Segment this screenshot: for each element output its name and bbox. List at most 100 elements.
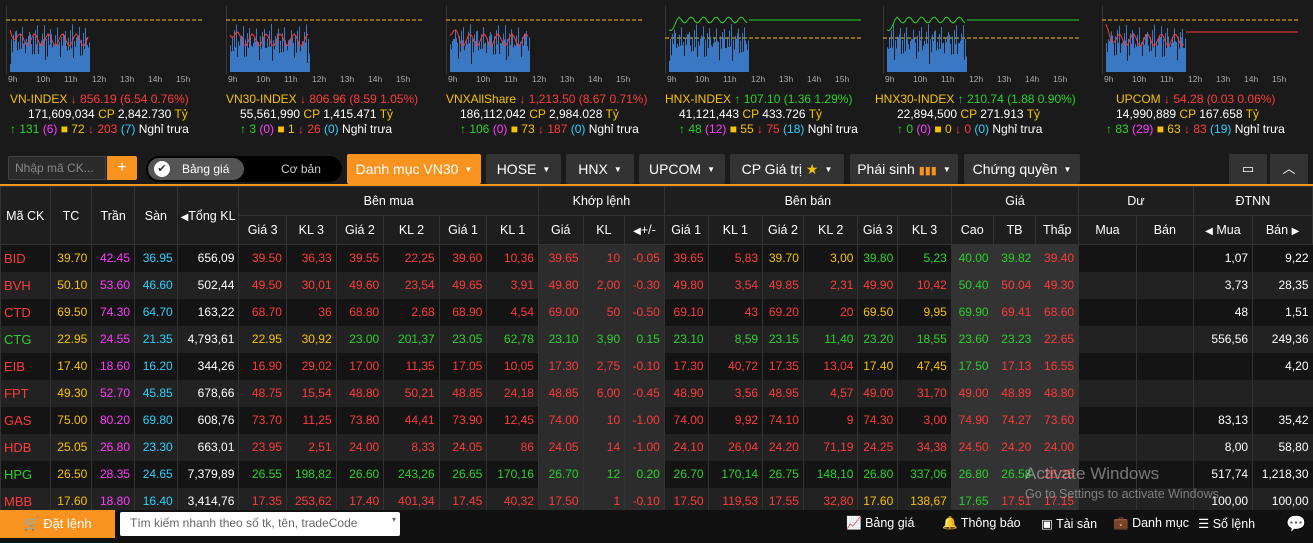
sell-vol-1: 3,56 xyxy=(707,379,763,407)
header-sell-p1[interactable]: Giá 1 xyxy=(663,215,709,245)
floor-cell: 16.20 xyxy=(134,352,178,380)
table-row[interactable]: CTG 22.95 24.55 21.35 4,793,61 22.95 30,92 23.0… xyxy=(0,325,1313,353)
sell-vol-3: 10,42 xyxy=(897,271,952,299)
header-symbol[interactable]: Mã CK xyxy=(0,186,51,245)
header-buy-p1[interactable]: Giá 1 xyxy=(438,215,488,245)
symbol-cell[interactable]: HDB xyxy=(0,433,51,461)
index-value: ↓ 54.28 (0.03 0.06%) xyxy=(1164,92,1276,106)
header-sell-v3[interactable]: KL 3 xyxy=(897,215,952,245)
header-sell-p2[interactable]: Giá 2 xyxy=(762,215,804,245)
match-vol: 10 xyxy=(582,406,625,434)
tab-hnx[interactable]: HNX ▼ xyxy=(566,154,634,184)
header-low[interactable]: Thấp xyxy=(1035,215,1080,245)
tab-hose[interactable]: HOSE ▼ xyxy=(486,154,561,184)
buy-vol-1: 24,18 xyxy=(486,379,539,407)
time-tick: 15h xyxy=(1053,74,1068,84)
floor-cell: 36.95 xyxy=(134,244,178,272)
header-match-change[interactable]: ◀+/- xyxy=(624,215,665,245)
table-row[interactable]: BID 39.70 42.45 36.95 656,09 39.50 36,33 39.55 2… xyxy=(0,244,1313,272)
header-res-sell[interactable]: Bán xyxy=(1135,215,1194,245)
tab-vn30[interactable]: Danh mục VN30 ▼ xyxy=(347,154,481,184)
toggle-basic[interactable]: Cơ bản xyxy=(281,162,321,176)
foreign-sell: 1,218,30 xyxy=(1252,460,1313,488)
header-match-price[interactable]: Giá xyxy=(537,215,584,245)
total-vol-cell: 3,414,76 xyxy=(176,487,239,515)
buy-vol-2: 201,37 xyxy=(383,325,440,353)
header-sell-v1[interactable]: KL 1 xyxy=(707,215,764,245)
symbol-cell[interactable]: GAS xyxy=(0,406,51,434)
tab-phai-sinh[interactable]: Phái sinh ▮▮▮ ▼ xyxy=(850,154,958,184)
symbol-cell[interactable]: CTD xyxy=(0,298,51,326)
header-res-buy[interactable]: Mua xyxy=(1078,215,1137,245)
tab-cp-gia-tri[interactable]: CP Giá trị ★ ▼ xyxy=(730,154,844,184)
tab-label: Chứng quyền xyxy=(972,161,1058,177)
match-change: -0.10 xyxy=(624,352,665,380)
header-avg[interactable]: TB xyxy=(992,215,1037,245)
tab-upcom[interactable]: UPCOM ▼ xyxy=(639,154,725,184)
nav-order-book[interactable]: ☰ Sổ lệnh xyxy=(1198,516,1255,531)
add-symbol-button[interactable]: + xyxy=(107,156,137,180)
group-buy: Bên mua xyxy=(238,186,539,216)
match-vol: 2,00 xyxy=(582,271,625,299)
unit-label: Tỷ xyxy=(174,107,188,121)
tab-chung-quyen[interactable]: Chứng quyền ▼ xyxy=(964,154,1080,184)
header-sell-v2[interactable]: KL 2 xyxy=(802,215,859,245)
quick-search-input[interactable]: Tìm kiếm nhanh theo số tk, tên, tradeCod… xyxy=(120,512,400,536)
table-row[interactable]: CTD 69.50 74.30 64.70 163,22 68.70 36 68.80 2,68… xyxy=(0,298,1313,326)
header-ceil[interactable]: Trần xyxy=(91,186,136,245)
header-total-vol[interactable]: ◀Tổng KL xyxy=(176,186,240,245)
header-floor[interactable]: Sàn xyxy=(134,186,178,245)
nav-notifications[interactable]: 🔔 Thông báo xyxy=(942,516,1021,531)
header-sell-p3[interactable]: Giá 3 xyxy=(857,215,899,245)
index-panel[interactable]: 9h 10h 11h 12h 13h 14h 15h UPCOM ↓ 54.28 (0.03 … xyxy=(1096,0,1308,145)
index-panel[interactable]: 9h 10h 11h 12h 13h 14h 15h VNXAllShare ↓ 1,213.… xyxy=(440,0,652,145)
symbol-cell[interactable]: BID xyxy=(0,244,51,272)
header-buy-v1[interactable]: KL 1 xyxy=(486,215,539,245)
symbol-cell[interactable]: BVH xyxy=(0,271,51,299)
symbol-cell[interactable]: FPT xyxy=(0,379,51,407)
sell-vol-3: 5,23 xyxy=(897,244,952,272)
unit-label: Tỷ xyxy=(605,107,619,121)
chat-icon[interactable]: 💬 xyxy=(1286,516,1306,533)
index-panel[interactable]: 9h 10h 11h 12h 13h 14h 15h HNX-INDEX ↑ 107.10 (… xyxy=(659,0,871,145)
header-high[interactable]: Cao xyxy=(950,215,994,245)
header-foreign-buy[interactable]: ◀ Mua xyxy=(1192,215,1254,245)
index-panel[interactable]: 9h 10h 11h 12h 13h 14h 15h HNX30-INDEX ↑ 210.74… xyxy=(875,0,1089,145)
toggle-price-board[interactable]: ✔ Bảng giá xyxy=(148,158,244,180)
symbol-search-input[interactable]: Nhập mã CK... xyxy=(8,156,106,180)
table-row[interactable]: EIB 17.40 18.60 16.20 344,26 16.90 29,02 17.00 1… xyxy=(0,352,1313,380)
header-buy-v2[interactable]: KL 2 xyxy=(383,215,440,245)
table-row[interactable]: BVH 50.10 53.60 46.60 502,44 49.50 30,01 49.60 2… xyxy=(0,271,1313,299)
monitor-icon[interactable]: ▭ xyxy=(1229,154,1267,184)
header-buy-p2[interactable]: Giá 2 xyxy=(335,215,385,245)
low-cell: 24.00 xyxy=(1035,433,1079,461)
index-panel[interactable]: 9h 10h 11h 12h 13h 14h 15h VN30-INDEX ↓ 806.96 … xyxy=(220,0,432,145)
check-icon: ✔ xyxy=(154,161,170,177)
table-row[interactable]: HPG 26.50 28.35 24.65 7,379,89 26.55 198,82 26.… xyxy=(0,460,1313,488)
buy-vol-2: 44,41 xyxy=(383,406,440,434)
symbol-cell[interactable]: EIB xyxy=(0,352,51,380)
nav-assets[interactable]: ▣ Tài sản xyxy=(1041,516,1097,531)
header-buy-p3[interactable]: Giá 3 xyxy=(238,215,287,245)
time-tick: 13h xyxy=(560,74,575,84)
nav-portfolio[interactable]: 💼 Danh mục xyxy=(1113,516,1189,531)
sell-vol-3: 3,00 xyxy=(897,406,952,434)
collapse-up-icon[interactable]: ︿ xyxy=(1270,154,1308,184)
sell-price-3: 26.80 xyxy=(857,460,898,488)
sell-vol-1: 5,83 xyxy=(707,244,763,272)
header-match-vol[interactable]: KL xyxy=(582,215,626,245)
nav-price-board[interactable]: 📈 Bảng giá xyxy=(846,516,914,531)
header-buy-v3[interactable]: KL 3 xyxy=(285,215,337,245)
header-foreign-sell[interactable]: Bán ▶ xyxy=(1252,215,1313,245)
place-order-button[interactable]: 🛒 Đặt lệnh xyxy=(0,510,115,538)
header-ref[interactable]: TC xyxy=(49,186,93,245)
table-row[interactable]: GAS 75.00 80.20 69.80 608,76 73.70 11,25 73.80 4… xyxy=(0,406,1313,434)
table-row[interactable]: HDB 25.05 26.80 23.30 663,01 23.95 2,51 24.00 8,… xyxy=(0,433,1313,461)
symbol-cell[interactable]: CTG xyxy=(0,325,51,353)
index-value-total: 271.913 xyxy=(980,107,1024,121)
symbol-cell[interactable]: HPG xyxy=(0,460,51,488)
view-toggle[interactable]: ✔ Bảng giá Cơ bản xyxy=(146,156,342,182)
time-tick: 11h xyxy=(1160,74,1174,84)
index-panel[interactable]: 9h 10h 11h 12h 13h 14h 15h VN-INDEX ↓ 856.19 (6… xyxy=(0,0,212,145)
table-row[interactable]: FPT 49.30 52.70 45.85 678,66 48.75 15,54 48.80 5… xyxy=(0,379,1313,407)
